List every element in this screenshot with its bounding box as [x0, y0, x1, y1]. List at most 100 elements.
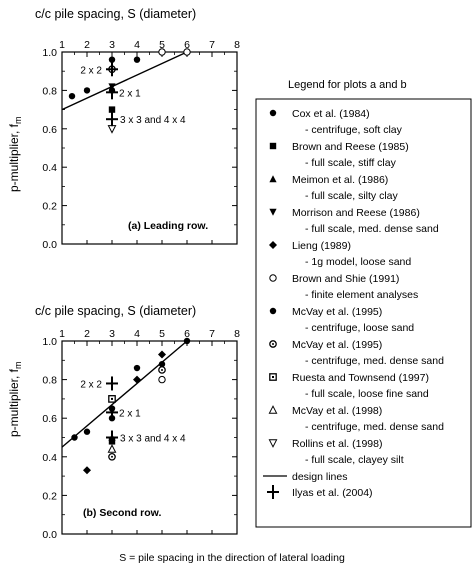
panel-b-point-filled-circle: [158, 360, 166, 368]
panel-a: c/c pile spacing, S (diameter) p-multipl…: [7, 7, 240, 251]
panel-a-xtick-label: 7: [209, 39, 215, 51]
legend-entry-desc: - centrifuge, med. dense sand: [305, 355, 444, 367]
panel-a-point-filled-square: [108, 106, 116, 113]
legend-entry-desc: - finite element analyses: [305, 289, 418, 301]
panel-b-point-filled-circle: [83, 428, 91, 435]
legend-marker-filled-square: [269, 142, 277, 150]
panel-b-xtick-label: 4: [134, 328, 140, 340]
panel-b-ilyas-label: 3 x 3 and 4 x 4: [120, 434, 186, 445]
panel-b-ilyas-point: [106, 430, 118, 445]
panel-b-ylabel: p-multiplier, fm: [7, 361, 23, 437]
panel-b-xtick-label: 8: [234, 328, 240, 340]
panel-b-title: c/c pile spacing, S (diameter): [35, 304, 196, 318]
legend-marker-open-square-dot: [269, 373, 277, 381]
panel-a-xtick-label: 5: [159, 39, 165, 51]
footnote: S = pile spacing in the direction of lat…: [119, 552, 345, 564]
panel-b-xtick-label: 2: [84, 328, 90, 340]
legend-entries: Cox et al. (1984) - centrifuge, soft clay…: [263, 108, 444, 499]
legend-title: Legend for plots a and b: [288, 79, 407, 91]
panel-a-xtick-label: 4: [134, 39, 140, 51]
panel-b-marks: 2 x 2 2 x 1 3 x 3 and 4 x 4: [61, 337, 191, 475]
panel-b-point-open-square-dot: [108, 395, 116, 403]
panel-b-point-filled-circle: [71, 434, 78, 441]
legend-entry-desc: - full scale, silty clay: [305, 190, 399, 202]
legend-entry-name: Ruesta and Townsend (1997): [292, 372, 429, 384]
panel-b-point-open-circle: [158, 375, 166, 384]
panel-b-xtick-label: 6: [184, 328, 190, 340]
panel-b-label: (b) Second row.: [83, 507, 161, 519]
legend-entry-desc: - full scale, med. dense sand: [305, 223, 439, 235]
legend-entry: Ruesta and Townsend (1997) - full scale, …: [269, 372, 429, 400]
panel-a-marks: 2 x 2 2 x 1 3 x 3 and 4 x 4: [61, 48, 191, 134]
panel-a-point-filled-circle: [68, 92, 76, 100]
legend-entry: McVay et al. (1995) - centrifuge, loose s…: [269, 306, 414, 334]
panel-b: c/c pile spacing, S (diameter) p-multipl…: [7, 304, 240, 541]
panel-b-ytick-label: 0.0: [42, 529, 57, 541]
panel-a-ylabel-sub: m: [13, 116, 23, 124]
panel-a-axes: 1 2 3 4 5 6 7 8 0.0 0.2 0.4 0.6 0.8 1.0: [42, 39, 240, 251]
legend-entry-desc: - centrifuge, soft clay: [305, 124, 403, 136]
panel-a-xtick-label: 1: [59, 39, 65, 51]
panel-a-point-filled-circle: [83, 87, 91, 94]
panel-a-ylabel: p-multiplier, fm: [7, 116, 23, 192]
legend-entry-name: Rollins et al. (1998): [292, 438, 382, 450]
panel-b-ylabel-sub: m: [13, 361, 23, 369]
panel-b-ytick-label: 0.6: [42, 413, 57, 425]
panel-b-xtick-label: 7: [209, 328, 215, 340]
legend-marker-open-triangle-up: [268, 405, 278, 414]
panel-a-ytick-label: 0.6: [42, 124, 57, 136]
panel-b-ilyas-point: [106, 376, 118, 391]
panel-a-ilyas-point: [106, 112, 118, 127]
panel-b-point-filled-circle: [133, 364, 141, 372]
panel-a-point-open-circle: [158, 48, 166, 56]
legend-entry-name: McVay et al. (1995): [292, 339, 382, 351]
panel-b-ilyas-label: 2 x 2: [80, 379, 102, 390]
legend-entry-desc: - centrifuge, loose sand: [305, 322, 414, 334]
panel-b-point-open-circle-dot: [158, 366, 166, 374]
panel-a-ilyas-label: 2 x 2: [80, 65, 102, 76]
panel-b-ytick-label: 0.2: [42, 490, 57, 502]
panel-b-point-filled-circle: [183, 337, 191, 345]
panel-a-label: (a) Leading row.: [128, 220, 208, 232]
legend-entry-name: McVay et al. (1998): [292, 405, 382, 417]
panel-b-xtick-label: 1: [59, 328, 65, 340]
panel-a-ytick-label: 0.4: [42, 162, 57, 174]
panel-a-xtick-label: 8: [234, 39, 240, 51]
panel-a-point-open-triangle-down: [107, 125, 117, 134]
legend-entry-name: McVay et al. (1995): [292, 306, 382, 318]
legend-entry: McVay et al. (1995) - centrifuge, med. de…: [269, 339, 444, 367]
legend-entry: Ilyas et al. (2004): [267, 485, 373, 499]
legend-entry-name: design lines: [292, 471, 347, 483]
panel-a-point-filled-circle: [108, 56, 116, 63]
panel-a-ytick-label: 1.0: [42, 47, 57, 59]
legend-entry: design lines: [263, 471, 347, 483]
legend-box: [255, 98, 472, 528]
panel-b-ytick-label: 0.8: [42, 375, 57, 387]
legend-entry: Brown and Shie (1991) - finite element an…: [269, 273, 418, 301]
legend-marker-filled-triangle-down: [269, 208, 277, 216]
legend-entry: Lieng (1989) - 1g model, loose sand: [269, 240, 411, 268]
legend-entry: Morrison and Reese (1986) - full scale, m…: [269, 207, 439, 235]
panel-a-title: c/c pile spacing, S (diameter): [35, 7, 196, 21]
legend-marker-open-circle-dot: [269, 340, 277, 348]
legend-marker-plus: [267, 485, 279, 499]
legend-entry-name: Ilyas et al. (2004): [292, 487, 373, 499]
panel-a-ytick-label: 0.0: [42, 239, 57, 251]
legend-entry-desc: - full scale, stiff clay: [305, 157, 397, 169]
panel-a-xtick-label: 3: [109, 39, 115, 51]
panel-b-ytick-label: 0.4: [42, 452, 57, 464]
legend-entry-name: Meimon et al. (1986): [292, 174, 388, 186]
legend-entry: Meimon et al. (1986) - full scale, silty …: [269, 174, 399, 202]
legend-marker-filled-triangle-up: [269, 175, 277, 183]
panel-a-ylabel-main: p-multiplier, f: [7, 123, 21, 192]
panel-a-plot-frame: [61, 51, 238, 245]
legend-marker-open-circle: [269, 274, 277, 282]
legend-entry-name: Lieng (1989): [292, 240, 351, 252]
panel-b-ylabel-main: p-multiplier, f: [7, 368, 21, 437]
legend-entry-desc: - 1g model, loose sand: [305, 256, 411, 268]
panel-b-point-filled-diamond: [158, 350, 166, 359]
panel-a-xtick-label: 6: [184, 39, 190, 51]
panel-a-design-line: [61, 51, 188, 111]
panel-a-ytick-label: 0.2: [42, 201, 57, 213]
